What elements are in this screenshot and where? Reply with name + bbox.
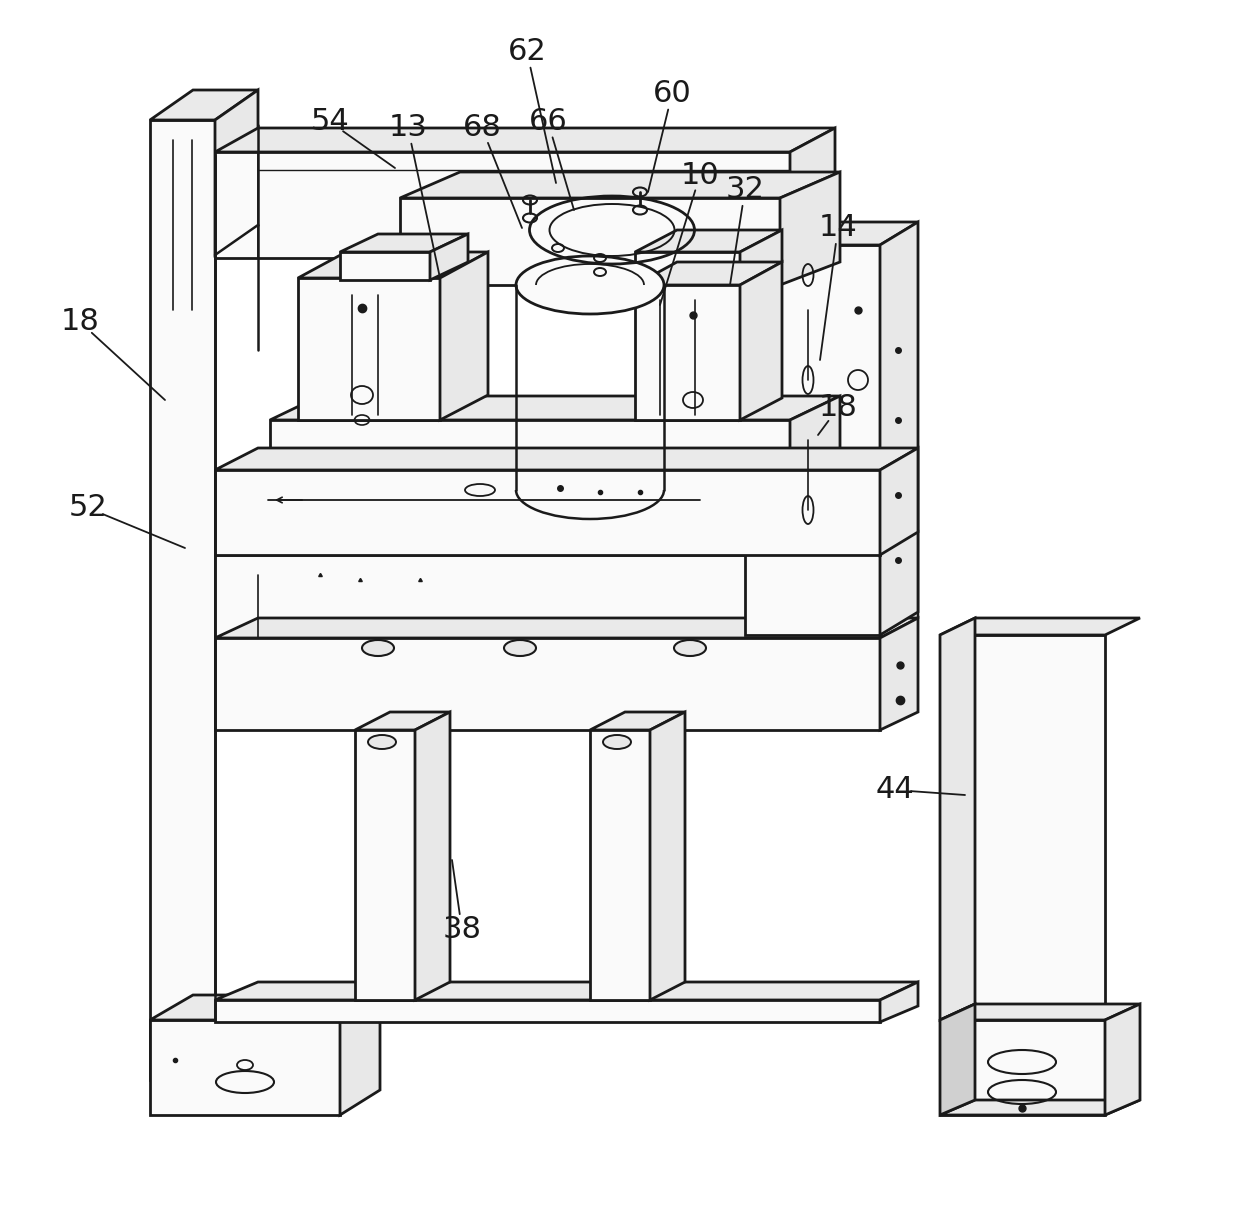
Polygon shape [340,252,430,280]
Polygon shape [635,261,782,286]
Polygon shape [215,470,880,556]
Text: 66: 66 [528,107,568,136]
Text: 44: 44 [875,776,914,805]
Polygon shape [745,222,918,245]
Polygon shape [215,531,918,556]
Polygon shape [355,730,415,1000]
Ellipse shape [362,640,394,656]
Text: 18: 18 [818,394,857,423]
Polygon shape [790,396,839,470]
Polygon shape [355,712,450,730]
Polygon shape [880,982,918,1022]
Polygon shape [415,712,450,1000]
Polygon shape [150,1019,340,1115]
Polygon shape [880,618,918,730]
Polygon shape [880,531,918,637]
Polygon shape [1105,1004,1140,1115]
Ellipse shape [675,640,706,656]
Polygon shape [590,730,650,1000]
Polygon shape [215,90,258,255]
Polygon shape [635,252,740,286]
Polygon shape [298,252,489,278]
Ellipse shape [516,255,663,315]
Text: 10: 10 [681,160,719,189]
Polygon shape [150,995,379,1019]
Text: 13: 13 [388,113,428,142]
Polygon shape [635,286,740,421]
Polygon shape [940,618,975,1019]
Polygon shape [940,635,1105,1019]
Text: 52: 52 [68,494,108,523]
Ellipse shape [603,735,631,750]
Ellipse shape [368,735,396,750]
Polygon shape [740,230,782,286]
Polygon shape [740,261,782,421]
Polygon shape [298,278,440,421]
Polygon shape [215,556,880,637]
Text: 68: 68 [463,113,501,142]
Polygon shape [880,222,918,635]
Polygon shape [401,172,839,198]
Text: 60: 60 [652,80,692,108]
Text: 32: 32 [725,176,764,205]
Polygon shape [215,1000,880,1022]
Polygon shape [150,120,215,1080]
Text: 62: 62 [507,37,547,66]
Polygon shape [940,1100,1140,1115]
Polygon shape [880,448,918,556]
Text: 54: 54 [311,107,350,136]
Polygon shape [340,995,379,1115]
Text: 38: 38 [443,916,481,945]
Polygon shape [215,982,918,1000]
Polygon shape [215,637,880,730]
Polygon shape [215,128,835,152]
Text: 14: 14 [818,213,857,242]
Polygon shape [940,1004,975,1115]
Text: 18: 18 [61,307,99,336]
Polygon shape [340,234,467,252]
Polygon shape [940,1019,1105,1115]
Polygon shape [430,234,467,280]
Polygon shape [790,128,835,258]
Polygon shape [635,230,782,252]
Polygon shape [650,712,684,1000]
Polygon shape [940,618,1140,635]
Polygon shape [215,618,918,637]
Polygon shape [590,712,684,730]
Polygon shape [940,1004,1140,1019]
Polygon shape [440,252,489,421]
Polygon shape [780,172,839,286]
Polygon shape [745,245,880,635]
Ellipse shape [503,640,536,656]
Polygon shape [150,90,258,121]
Polygon shape [215,448,918,470]
Polygon shape [270,396,839,421]
Polygon shape [215,152,790,258]
Polygon shape [401,198,780,286]
Polygon shape [270,421,790,470]
